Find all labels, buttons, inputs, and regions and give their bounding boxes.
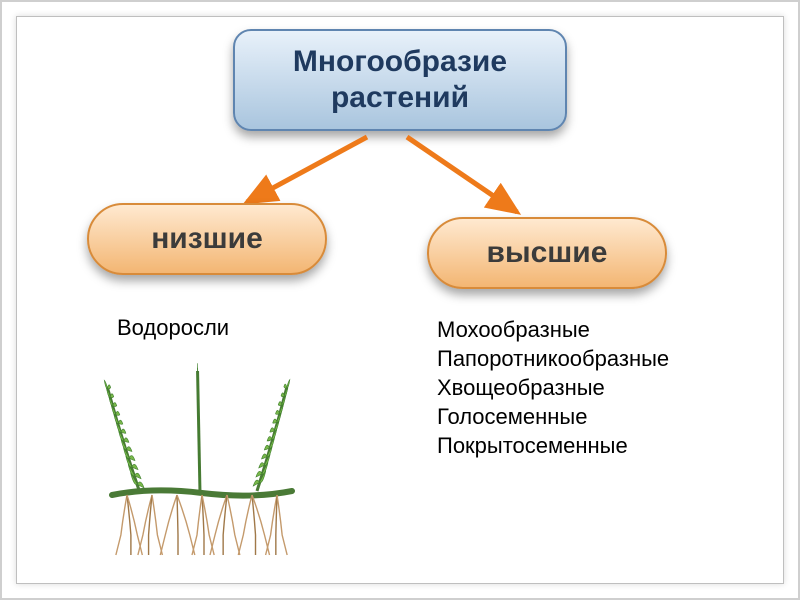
algae-icon (92, 357, 312, 557)
arrow-left (247, 137, 367, 202)
higher-list-item: Мохообразные (437, 315, 669, 344)
title-line-2: растений (293, 80, 507, 116)
pill-lower-label: низшие (151, 222, 263, 256)
title-line-1: Многообразие (293, 44, 507, 80)
outer-frame: Многообразие растений низшие высшие Водо… (0, 0, 800, 600)
slide-canvas: Многообразие растений низшие высшие Водо… (16, 16, 784, 584)
arrow-right (407, 137, 517, 212)
higher-list-item: Голосеменные (437, 402, 669, 431)
higher-list-item: Хвощеобразные (437, 373, 669, 402)
lower-label: Водоросли (117, 315, 229, 341)
title-box: Многообразие растений (233, 29, 567, 131)
higher-list-item: Папоротникообразные (437, 344, 669, 373)
higher-list-item: Покрытосеменные (437, 431, 669, 460)
higher-list: МохообразныеПапоротникообразныеХвощеобра… (437, 315, 669, 460)
pill-higher-label: высшие (487, 236, 608, 270)
pill-lower: низшие (87, 203, 327, 275)
pill-higher: высшие (427, 217, 667, 289)
